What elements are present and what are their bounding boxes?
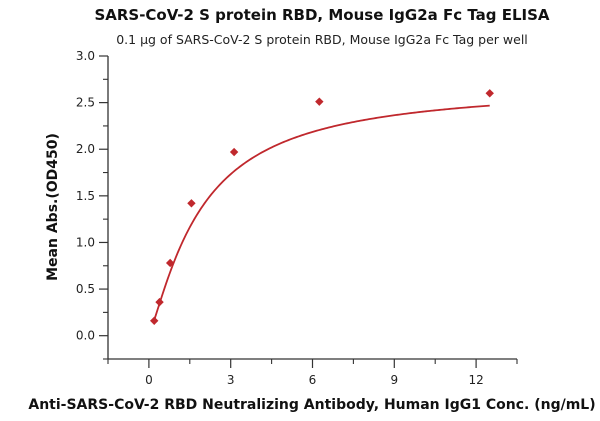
x-tick-label: 3 — [227, 373, 235, 387]
data-point — [485, 89, 494, 98]
chart-title: SARS-CoV-2 S protein RBD, Mouse IgG2a Fc… — [94, 6, 549, 24]
data-point — [229, 147, 239, 157]
x-tick-label: 0 — [145, 373, 153, 387]
y-tick-label: 1.0 — [76, 235, 95, 249]
fit-curve — [153, 104, 490, 321]
data-point — [165, 258, 175, 268]
y-tick-label: 2.5 — [76, 96, 95, 110]
data-points-layer — [150, 89, 494, 325]
data-point — [150, 316, 159, 325]
chart-subtitle: 0.1 µg of SARS-CoV-2 S protein RBD, Mous… — [116, 32, 528, 47]
y-axis-label: Mean Abs.(OD450) — [45, 133, 61, 281]
y-tick-label: 3.0 — [76, 49, 95, 63]
x-tick-label: 12 — [468, 373, 483, 387]
x-tick-label: 9 — [390, 373, 398, 387]
y-tick-label: 2.0 — [76, 142, 95, 156]
x-axis-label: Anti-SARS-CoV-2 RBD Neutralizing Antibod… — [28, 397, 595, 413]
data-point — [155, 297, 164, 307]
fit-curve-layer — [153, 104, 490, 321]
axes: 0.0 0.5 1.0 1.5 2.0 2.5 3.0 0 3 6 9 12 — [76, 49, 518, 387]
y-tick-label: 1.5 — [76, 189, 95, 203]
x-tick-label: 6 — [309, 373, 317, 387]
data-point — [187, 199, 196, 208]
y-tick-label: 0.0 — [76, 329, 95, 343]
data-point — [315, 97, 324, 106]
y-tick-label: 0.5 — [76, 282, 95, 296]
